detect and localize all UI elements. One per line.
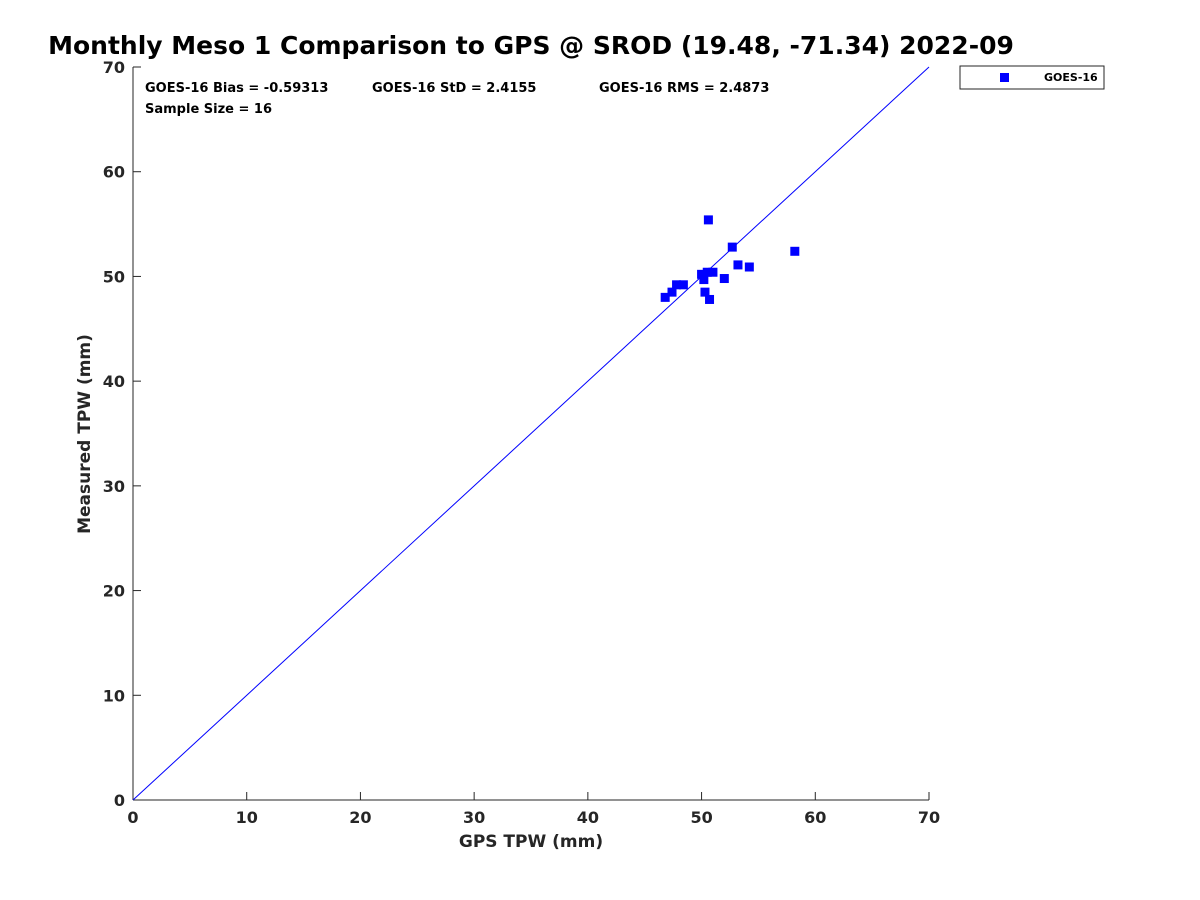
data-point bbox=[700, 287, 710, 297]
y-tick-label: 20 bbox=[103, 582, 125, 601]
legend-box bbox=[959, 65, 1105, 90]
x-tick-label: 30 bbox=[463, 808, 485, 827]
y-axis-ticks: 0 10 20 30 40 50 60 70 bbox=[103, 58, 141, 810]
y-tick-label: 40 bbox=[103, 372, 125, 391]
y-tick-label: 30 bbox=[103, 477, 125, 496]
data-point bbox=[719, 274, 729, 284]
std-annotation: GOES-16 StD = 2.4155 bbox=[372, 81, 536, 96]
one-to-one-line bbox=[132, 66, 930, 801]
data-point bbox=[678, 280, 688, 290]
legend-label-goes16: GOES-16 bbox=[1044, 71, 1098, 84]
data-point bbox=[744, 262, 754, 272]
data-point bbox=[703, 215, 713, 225]
y-tick-label: 0 bbox=[114, 791, 125, 810]
x-tick-label: 40 bbox=[577, 808, 599, 827]
x-tick-label: 60 bbox=[804, 808, 826, 827]
y-tick-label: 50 bbox=[103, 267, 125, 286]
x-tick-label: 10 bbox=[236, 808, 258, 827]
data-point bbox=[733, 260, 743, 270]
x-tick-label: 0 bbox=[127, 808, 138, 827]
chart-title: Monthly Meso 1 Comparison to GPS @ SROD … bbox=[48, 31, 1014, 60]
x-tick-label: 50 bbox=[690, 808, 712, 827]
y-axis-label: Measured TPW (mm) bbox=[75, 334, 95, 534]
data-point bbox=[702, 267, 712, 277]
data-point bbox=[708, 267, 718, 277]
data-point bbox=[705, 294, 715, 304]
x-tick-label: 20 bbox=[349, 808, 371, 827]
data-point bbox=[790, 246, 800, 256]
x-axis-ticks: 0 10 20 30 40 50 60 70 bbox=[127, 792, 940, 827]
x-axis-label: GPS TPW (mm) bbox=[459, 832, 603, 852]
data-point bbox=[699, 275, 709, 285]
data-point bbox=[660, 292, 670, 302]
data-point bbox=[697, 269, 707, 279]
rms-annotation: GOES-16 RMS = 2.4873 bbox=[599, 81, 769, 96]
legend: GOES-16 bbox=[959, 65, 1105, 90]
data-point bbox=[672, 280, 682, 290]
x-tick-label: 70 bbox=[918, 808, 940, 827]
data-point bbox=[727, 242, 737, 252]
legend-marker-goes16 bbox=[1000, 73, 1009, 82]
y-tick-label: 70 bbox=[103, 58, 125, 77]
y-tick-label: 10 bbox=[103, 686, 125, 705]
sample-size-annotation: Sample Size = 16 bbox=[145, 102, 272, 117]
y-tick-label: 60 bbox=[103, 163, 125, 182]
bias-annotation: GOES-16 Bias = -0.59313 bbox=[145, 81, 328, 96]
goes16-scatter-points bbox=[660, 215, 800, 304]
data-point bbox=[667, 287, 677, 297]
